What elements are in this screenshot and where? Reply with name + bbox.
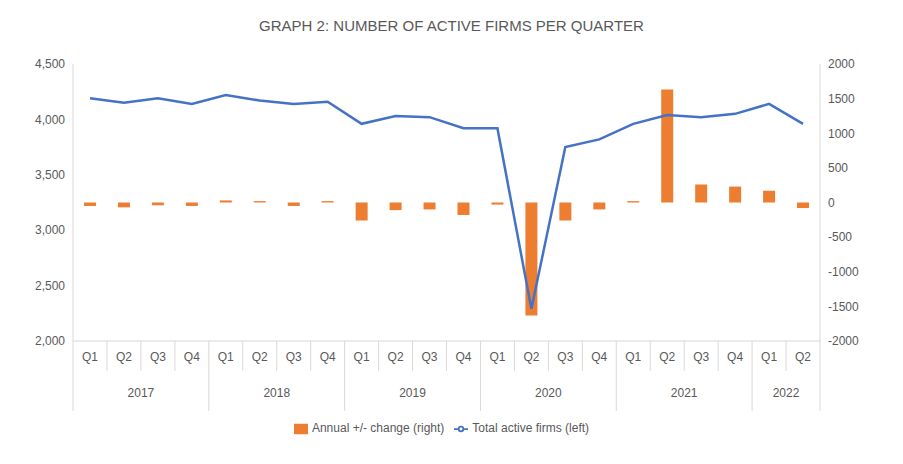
svg-text:Q2: Q2 — [659, 350, 675, 364]
svg-text:-2000: -2000 — [828, 334, 859, 348]
html-text:Total active firms (left): Total active firms (left) — [472, 421, 590, 435]
svg-text:3,000: 3,000 — [35, 223, 65, 237]
svg-text:Q2: Q2 — [795, 350, 811, 364]
svg-text:2018: 2018 — [263, 386, 290, 400]
svg-text:Q3: Q3 — [422, 350, 438, 364]
svg-text:2,000: 2,000 — [35, 334, 65, 348]
svg-text:Q4: Q4 — [591, 350, 607, 364]
svg-text:Q1: Q1 — [354, 350, 370, 364]
svg-text:3,500: 3,500 — [35, 168, 65, 182]
svg-text:Q3: Q3 — [150, 350, 166, 364]
svg-text:2,500: 2,500 — [35, 279, 65, 293]
svg-text:Q3: Q3 — [286, 350, 302, 364]
svg-text:2000: 2000 — [828, 57, 855, 71]
html-text:GRAPH 2: NUMBER OF ACTIVE FIRM: GRAPH 2: NUMBER OF ACTIVE FIRMS PER QUAR… — [259, 17, 644, 34]
svg-text:2021: 2021 — [671, 386, 698, 400]
svg-text:Q4: Q4 — [727, 350, 743, 364]
svg-text:Q2: Q2 — [388, 350, 404, 364]
svg-text:Q2: Q2 — [523, 350, 539, 364]
svg-text:Q1: Q1 — [489, 350, 505, 364]
svg-text:2022: 2022 — [773, 386, 800, 400]
svg-text:-1000: -1000 — [828, 265, 859, 279]
svg-text:Q1: Q1 — [625, 350, 641, 364]
svg-text:Q4: Q4 — [320, 350, 336, 364]
svg-text:Q1: Q1 — [761, 350, 777, 364]
svg-text:500: 500 — [828, 161, 848, 175]
svg-text:Q3: Q3 — [693, 350, 709, 364]
svg-text:Q2: Q2 — [252, 350, 268, 364]
svg-text:2020: 2020 — [535, 386, 562, 400]
svg-text:2017: 2017 — [128, 386, 155, 400]
svg-text:-1500: -1500 — [828, 300, 859, 314]
svg-text:-500: -500 — [828, 230, 852, 244]
svg-text:4,500: 4,500 — [35, 57, 65, 71]
svg-text:4,000: 4,000 — [35, 113, 65, 127]
svg-text:Q4: Q4 — [455, 350, 471, 364]
svg-text:2019: 2019 — [399, 386, 426, 400]
html-text:Annual +/- change (right): Annual +/- change (right) — [311, 421, 445, 435]
svg-text:Q1: Q1 — [82, 350, 98, 364]
svg-text:1000: 1000 — [828, 127, 855, 141]
svg-text:Q3: Q3 — [557, 350, 573, 364]
svg-text:Q1: Q1 — [218, 350, 234, 364]
svg-text:1500: 1500 — [828, 92, 855, 106]
svg-text:Q4: Q4 — [184, 350, 200, 364]
svg-text:Q2: Q2 — [116, 350, 132, 364]
svg-text:0: 0 — [828, 196, 835, 210]
